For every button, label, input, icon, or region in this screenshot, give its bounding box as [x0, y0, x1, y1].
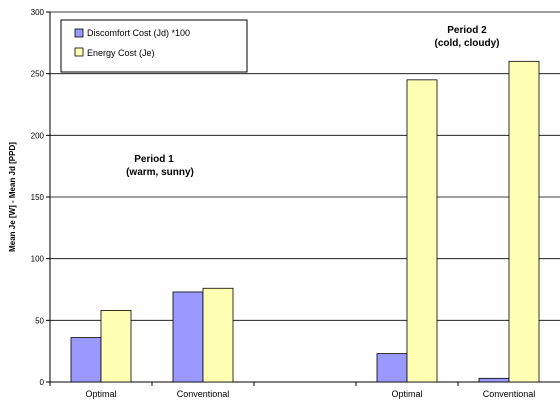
y-tick-label: 300	[31, 8, 45, 17]
legend-box	[60, 19, 248, 73]
y-tick-label: 0	[40, 378, 45, 387]
x-tick-label: Optimal	[85, 389, 116, 399]
bar-energy	[100, 310, 132, 383]
legend-swatch-discomfort	[74, 28, 84, 38]
legend: Discomfort Cost (Jd) *100 Energy Cost (J…	[60, 19, 248, 73]
gridlines	[50, 11, 560, 321]
y-tick-label: 100	[31, 255, 45, 264]
annotation-period-1-line1: Period 1	[134, 154, 174, 165]
y-tick-label: 200	[31, 131, 45, 140]
x-tick-label: Conventional	[177, 389, 230, 399]
annotation-period-2: Period 2 (cold, cloudy)	[435, 25, 500, 49]
y-tick-label: 250	[31, 70, 45, 79]
legend-label-discomfort: Discomfort Cost (Jd) *100	[87, 28, 190, 38]
annotation-period-2-line1: Period 2	[447, 25, 487, 36]
legend-label-energy: Energy Cost (Je)	[87, 48, 155, 58]
bar-discomfort	[478, 377, 510, 383]
bar-energy	[508, 60, 540, 383]
bar-discomfort	[376, 353, 408, 383]
y-tick-label: 50	[35, 316, 44, 325]
y-ticks: 0 50 100 150 200 250 300	[31, 8, 50, 387]
bar-energy	[406, 79, 438, 383]
x-tick-labels: Optimal Conventional Optimal Conventional	[49, 382, 536, 399]
annotation-period-2-line2: (cold, cloudy)	[435, 38, 500, 49]
y-axis-label: Mean Je [W] - Mean Jd [PPD]	[8, 142, 17, 252]
x-tick-label: Conventional	[483, 389, 536, 399]
legend-swatch-energy	[74, 47, 84, 57]
x-tick-label: Optimal	[391, 389, 422, 399]
y-tick-label: 150	[31, 193, 45, 202]
annotation-period-1: Period 1 (warm, sunny)	[126, 154, 194, 178]
annotation-period-1-line2: (warm, sunny)	[126, 167, 194, 178]
bars	[70, 60, 540, 383]
bar-energy	[202, 287, 234, 383]
bar-discomfort	[70, 337, 102, 383]
bar-discomfort	[172, 291, 204, 383]
